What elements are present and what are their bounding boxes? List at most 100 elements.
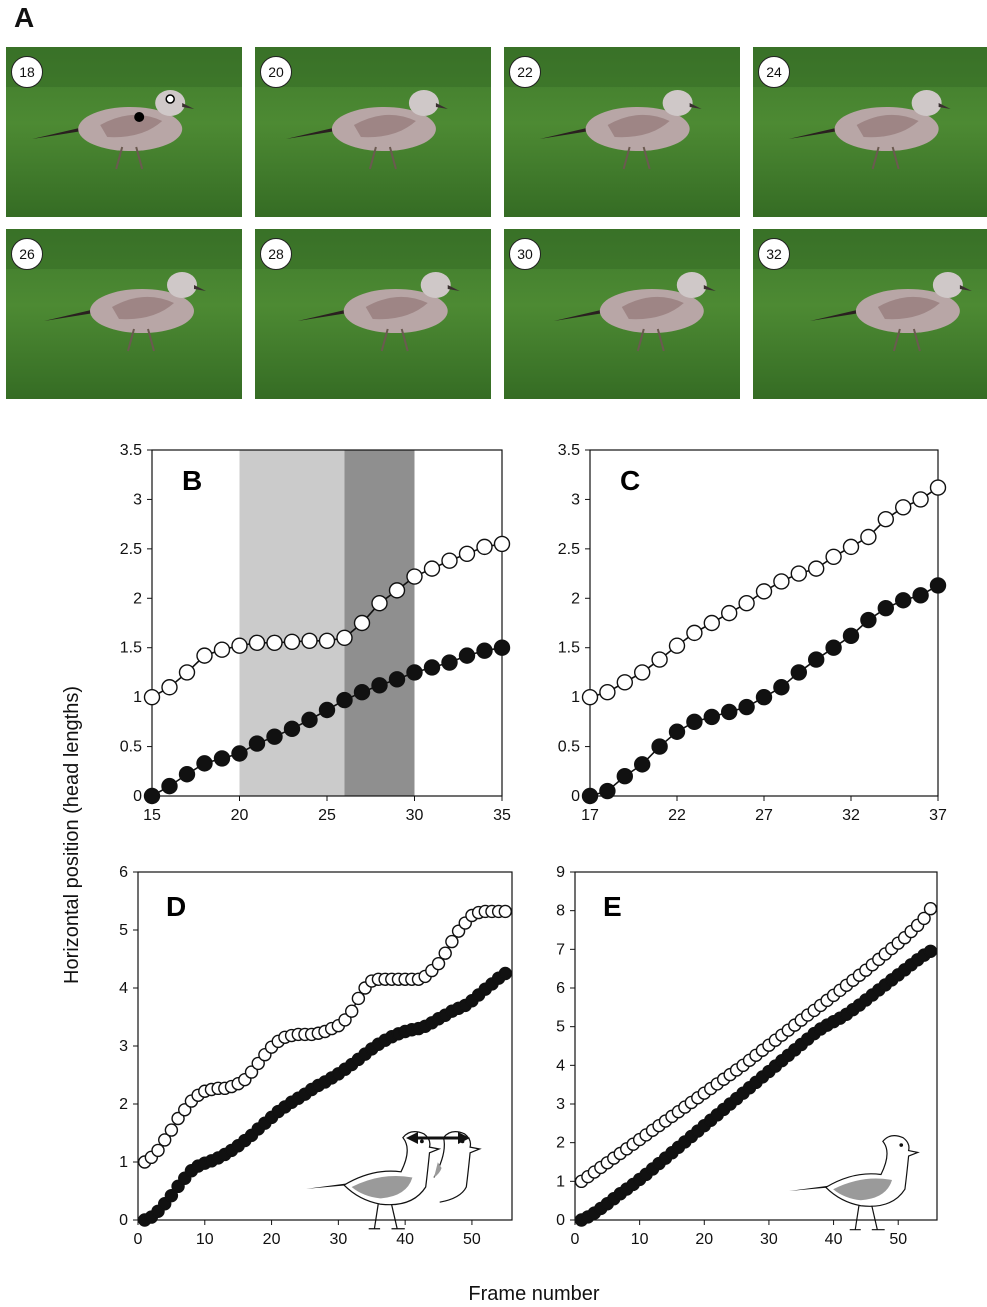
- head-point: [251, 1056, 265, 1071]
- panel-letter: E: [603, 891, 622, 922]
- inset-gull-leg: [390, 1203, 398, 1229]
- head-point: [445, 934, 459, 949]
- grass-shadow: [6, 229, 242, 269]
- head-point: [423, 560, 441, 577]
- x-tick-label: 35: [493, 807, 511, 824]
- gull-wing: [607, 114, 670, 138]
- head-point: [371, 595, 388, 612]
- gull-illustration: [6, 229, 242, 352]
- chart-panel-e: 0 1 2 3 4 5 6 7 8 9 0 10 20 30 40 50 E: [556, 864, 938, 1248]
- head-point: [151, 1143, 165, 1158]
- head-point: [143, 688, 161, 706]
- body-point: [301, 711, 318, 729]
- body-point: [498, 966, 513, 981]
- body-point: [266, 728, 283, 745]
- head-point: [244, 1065, 259, 1079]
- head-point: [248, 634, 266, 651]
- gull-illustration: [504, 229, 740, 352]
- gull-leg: [115, 146, 124, 170]
- body-point: [231, 745, 248, 762]
- gull-leg: [636, 328, 645, 352]
- body-point: [651, 738, 668, 755]
- head-marker-dot: [165, 94, 175, 104]
- gull-icon: [553, 272, 716, 352]
- body-point: [581, 787, 599, 805]
- body-point: [406, 664, 423, 681]
- head-point: [318, 632, 336, 649]
- head-point: [164, 1123, 179, 1137]
- head-point: [213, 641, 231, 658]
- gull-illustration: [255, 47, 491, 170]
- gull-leg: [892, 328, 901, 352]
- body-point: [458, 647, 476, 664]
- gull-icon: [32, 90, 195, 170]
- y-tick-label: 9: [556, 864, 565, 881]
- gull-leg: [912, 328, 921, 352]
- x-tick-label: 40: [825, 1231, 843, 1248]
- gull-wing: [856, 114, 919, 138]
- frame-number-badge: 30: [509, 238, 541, 270]
- head-point: [196, 647, 213, 664]
- x-tick-label: 37: [929, 807, 947, 824]
- inset-gull-eye: [899, 1143, 904, 1147]
- body-point: [686, 713, 703, 731]
- head-point: [441, 552, 458, 569]
- chart-panel-c: 0 0.5 1 1.5 2 2.5 3 3.5 17 22 27 32 37 C: [558, 442, 947, 824]
- head-point: [860, 528, 877, 546]
- body-point: [493, 639, 511, 656]
- y-tick-label: 2: [119, 1096, 128, 1113]
- y-tick-label: 3: [119, 1038, 128, 1055]
- inset-gull-leg: [854, 1205, 860, 1230]
- head-point: [912, 491, 929, 508]
- gull-tail: [297, 307, 358, 321]
- y-tick-label: 2: [133, 590, 142, 607]
- x-tick-label: 50: [889, 1231, 907, 1248]
- head-point: [351, 991, 366, 1006]
- gull-beak: [447, 285, 460, 291]
- head-point: [476, 538, 493, 556]
- body-point: [388, 671, 406, 688]
- head-point: [842, 538, 860, 556]
- gull-icon: [297, 272, 460, 352]
- body-point: [668, 723, 686, 740]
- y-tick-label: 2: [556, 1135, 565, 1152]
- x-tick-label: 15: [143, 807, 161, 824]
- y-tick-label: 0: [119, 1212, 128, 1229]
- gull-photo-frame: 18: [6, 47, 242, 217]
- plot-frame: [574, 871, 938, 1221]
- x-tick-label: 20: [231, 807, 249, 824]
- head-point: [301, 632, 318, 649]
- gull-head: [932, 272, 963, 298]
- y-tick-label: 1.5: [558, 640, 580, 657]
- head-point: [738, 595, 755, 612]
- body-point: [213, 750, 231, 767]
- panel-letter: C: [620, 465, 640, 496]
- grass-shadow: [753, 229, 987, 269]
- head-point: [703, 614, 720, 632]
- head-point: [178, 1103, 192, 1117]
- gull-leg: [127, 328, 135, 352]
- y-tick-label: 2.5: [120, 541, 142, 558]
- y-tick-label: 6: [119, 864, 128, 881]
- gull-head: [911, 90, 942, 116]
- y-tick-label: 1: [119, 1154, 128, 1171]
- y-tick-label: 0: [571, 788, 580, 805]
- body-point: [336, 691, 353, 709]
- gull-beak: [182, 103, 195, 109]
- body-point: [599, 782, 616, 800]
- gull-icon: [809, 272, 972, 352]
- chart-panel-b: 0 0.5 1 1.5 2 2.5 3 3.5 15 20 25 30 35 B: [120, 442, 511, 824]
- gull-icon: [788, 90, 951, 170]
- inset-gull-wing: [351, 1175, 413, 1199]
- gull-leg: [135, 146, 144, 170]
- y-tick-label: 1: [556, 1173, 565, 1190]
- head-point: [431, 956, 446, 971]
- body-point: [634, 756, 651, 773]
- frame-number-badge: 20: [260, 56, 292, 88]
- head-point: [345, 1004, 359, 1018]
- x-axis-title: Frame number: [468, 1283, 599, 1305]
- gull-leg: [891, 146, 900, 170]
- grass-shadow: [255, 229, 491, 269]
- x-tick-label: 0: [571, 1231, 580, 1248]
- y-tick-label: 3.5: [120, 442, 142, 459]
